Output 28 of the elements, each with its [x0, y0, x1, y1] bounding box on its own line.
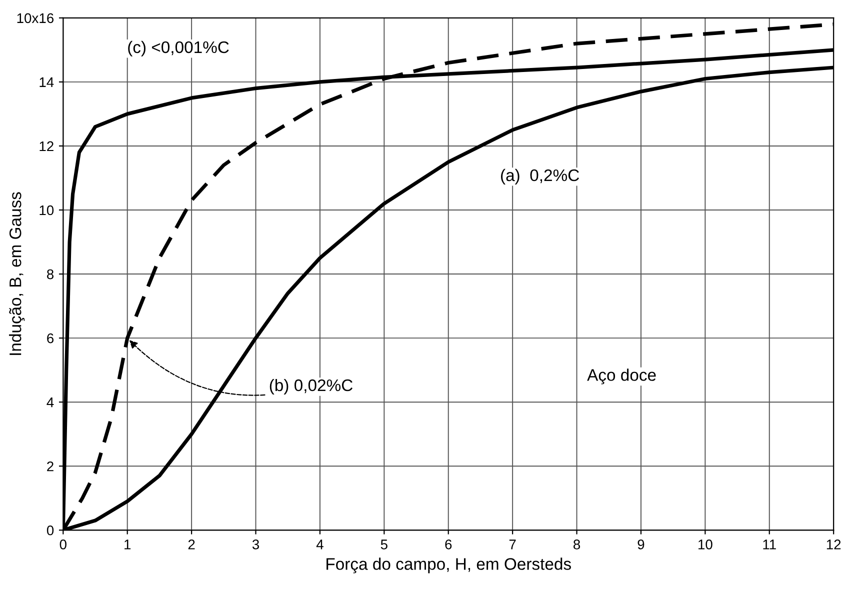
y-tick-label: 10x16: [17, 13, 54, 24]
y-tick-label: 12: [40, 141, 54, 151]
x-tick-label: 8: [574, 540, 580, 550]
x-tick-label: 5: [380, 540, 388, 550]
y-tick-label: 8: [47, 269, 54, 280]
x-tick-label: 11: [763, 540, 776, 550]
y-tick-label: 0: [46, 525, 54, 536]
x-tick-label: 1: [124, 540, 131, 550]
annotation: Aço doce: [587, 368, 656, 384]
annotation: (b) 0,02%C: [270, 378, 353, 394]
y-tick-label: 2: [47, 461, 54, 472]
annotation: (a) 0,2%C: [501, 168, 580, 184]
annotation: (c) <0,001%C: [128, 40, 229, 56]
y-tick-label: 14: [40, 77, 54, 87]
x-axis-title: Força do campo, H, em Oersteds: [326, 558, 571, 574]
x-tick-label: 3: [252, 540, 260, 550]
y-tick-label: 4: [46, 398, 54, 408]
x-tick-label: 4: [316, 540, 324, 550]
y-axis-title: Indução, B, em Gauss: [9, 192, 25, 355]
x-tick-label: 10: [698, 540, 712, 550]
x-tick-label: 0: [60, 540, 66, 550]
y-tick-label: 10: [40, 205, 54, 216]
x-tick-label: 12: [826, 540, 841, 550]
x-tick-label: 2: [188, 540, 195, 550]
x-tick-label: 6: [445, 540, 452, 550]
y-tick-label: 6: [47, 333, 54, 344]
x-tick-label: 9: [638, 540, 644, 550]
x-tick-label: 7: [509, 540, 516, 550]
